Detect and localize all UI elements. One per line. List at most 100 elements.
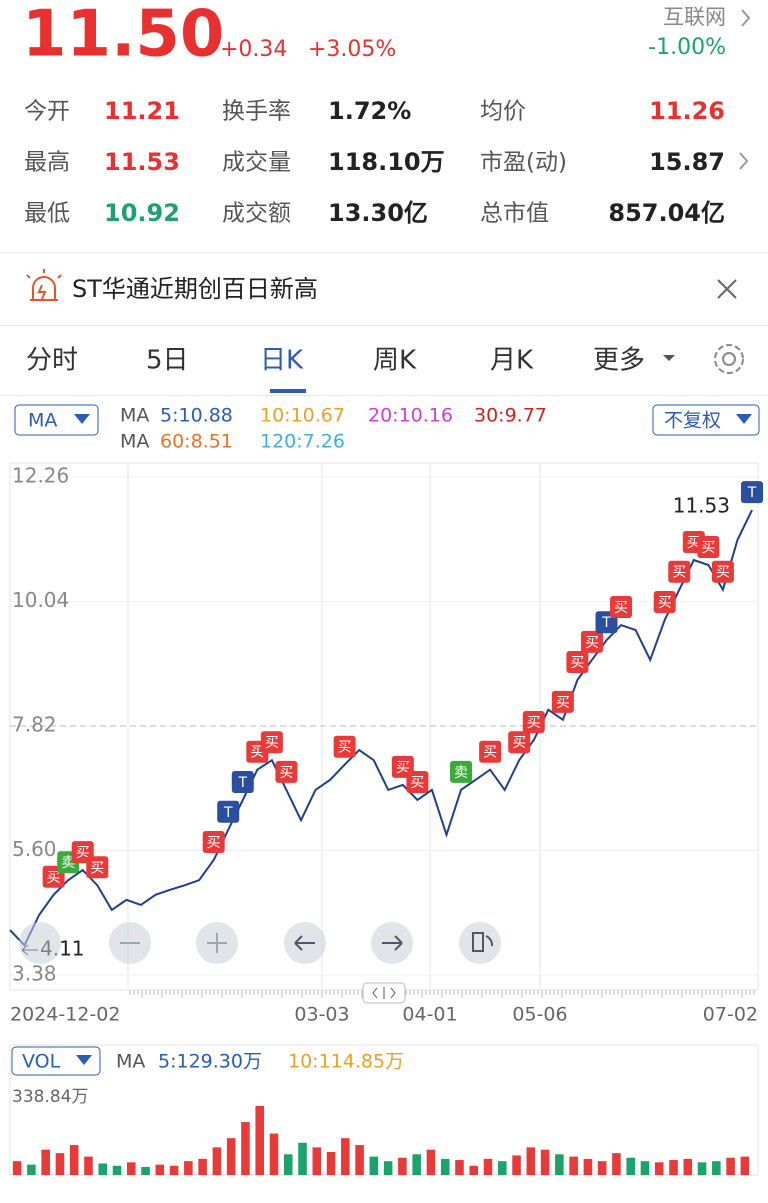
signal-label: 买 [527, 715, 541, 731]
stat-value: 10.92 [104, 199, 180, 227]
tab-underline [270, 389, 306, 393]
signal-label: 买 [250, 745, 264, 761]
signal-label: 卖 [454, 765, 468, 781]
signal-flag [741, 481, 763, 504]
price: 11.50 [22, 0, 224, 72]
y-tick-label: 3.38 [12, 962, 57, 986]
sector[interactable]: 互联网 [663, 5, 726, 29]
vol-bar [426, 1149, 436, 1175]
dropdown [736, 414, 752, 424]
signal-flag [580, 630, 603, 653]
vol-bar [112, 1165, 122, 1175]
vol-bar [226, 1138, 236, 1175]
vol-bar [583, 1158, 593, 1175]
stat-value: 11.21 [104, 97, 180, 125]
stats: 今开 11.21 换手率 1.72% 均价 11.26 最高 11.53 成交量 118.10万 市… [24, 97, 725, 227]
vol-bar [355, 1145, 364, 1175]
signal-label: 买 [265, 735, 279, 751]
close-icon[interactable] [717, 279, 737, 299]
signal-flag [653, 591, 676, 614]
control-icon [207, 933, 227, 953]
control-button[interactable] [459, 922, 501, 964]
vol-ma-legend: MA [116, 1051, 145, 1073]
signal-label: 买 [279, 765, 293, 781]
signal-flag [551, 690, 574, 713]
settings-icon[interactable] [714, 344, 744, 374]
ma-legend: 30:9.77 [474, 405, 547, 427]
vol-bar [12, 1161, 22, 1175]
signal-flag [711, 560, 734, 583]
x-tick-label: 07-02 [703, 1004, 758, 1026]
ma-legend: MA [120, 405, 149, 427]
vol-bar [383, 1161, 393, 1175]
vol-bar [155, 1164, 165, 1175]
signal-flag [508, 731, 531, 754]
signal-flag [450, 760, 473, 783]
notice[interactable]: ST华通近期创百日新高 [72, 275, 318, 303]
scroll-icon [372, 987, 396, 999]
vol-bar [469, 1165, 479, 1175]
signal-flag [406, 771, 429, 794]
signal-flag [522, 711, 545, 734]
signal-label: 买 [658, 595, 672, 611]
signal-flag [231, 771, 254, 794]
ma-button-label: MA [28, 410, 57, 432]
stat-label: 均价 [480, 99, 526, 125]
vol-bar [498, 1161, 507, 1175]
vol-title: VOL [22, 1051, 61, 1073]
vol-bar [41, 1149, 50, 1175]
change-pct: +3.05% [308, 37, 396, 62]
stat-label: 换手率 [222, 99, 291, 125]
ma-legend: 120:7.26 [260, 431, 345, 453]
signal-flag [668, 560, 691, 583]
stat-value: 118.10万 [328, 148, 445, 176]
sector-change: -1.00% [648, 35, 726, 60]
y-tick-label: 10.04 [12, 588, 69, 612]
vol-bar [84, 1156, 93, 1175]
vol-bar [483, 1158, 493, 1175]
vol-bar [697, 1162, 707, 1175]
signal-flag [610, 596, 633, 619]
signal-flag [566, 651, 589, 674]
vol-bar [540, 1149, 550, 1175]
signal-label: 买 [410, 775, 424, 791]
tab[interactable]: 更多 [593, 346, 645, 376]
signal-flag [479, 740, 502, 763]
adjust-button[interactable] [652, 404, 760, 436]
control-button[interactable] [19, 922, 61, 964]
ma-legend: 10:10.67 [260, 405, 345, 427]
signal-label: 买 [556, 695, 570, 711]
signal-label: 买 [585, 635, 599, 651]
vol-bar [298, 1142, 307, 1175]
control-icon [382, 935, 403, 951]
stat-label: 成交额 [222, 201, 291, 227]
stat-value: 1.72% [328, 97, 411, 125]
tab[interactable]: 日K [260, 346, 304, 376]
stat-label: 今开 [24, 99, 70, 125]
ma-button[interactable] [14, 404, 99, 436]
vol-bar [412, 1154, 421, 1175]
vol-bar [255, 1105, 264, 1175]
alarm-icon [26, 269, 62, 301]
vol-ma-legend: 5:129.30万 [158, 1051, 262, 1073]
vol-button[interactable] [11, 1046, 101, 1076]
tab[interactable]: 周K [373, 346, 417, 376]
signal-label: 卖 [61, 855, 75, 871]
tab[interactable]: 月K [490, 346, 534, 376]
vol-bar [669, 1160, 678, 1175]
tab[interactable]: 分时 [26, 346, 78, 376]
y-tick-label: 7.82 [12, 713, 57, 737]
vol-bar [198, 1158, 207, 1175]
chevron [741, 9, 751, 27]
stat-label: 成交量 [222, 150, 291, 176]
stat-label: 最高 [24, 150, 70, 176]
signal-label: 买 [701, 540, 715, 556]
dropdown [663, 355, 675, 361]
signal-label: 买 [716, 565, 730, 581]
divider [0, 325, 768, 326]
dropdown [76, 1055, 92, 1065]
vol-bar [555, 1154, 564, 1175]
tab[interactable]: 5日 [146, 346, 189, 376]
vol-bar [127, 1162, 136, 1175]
